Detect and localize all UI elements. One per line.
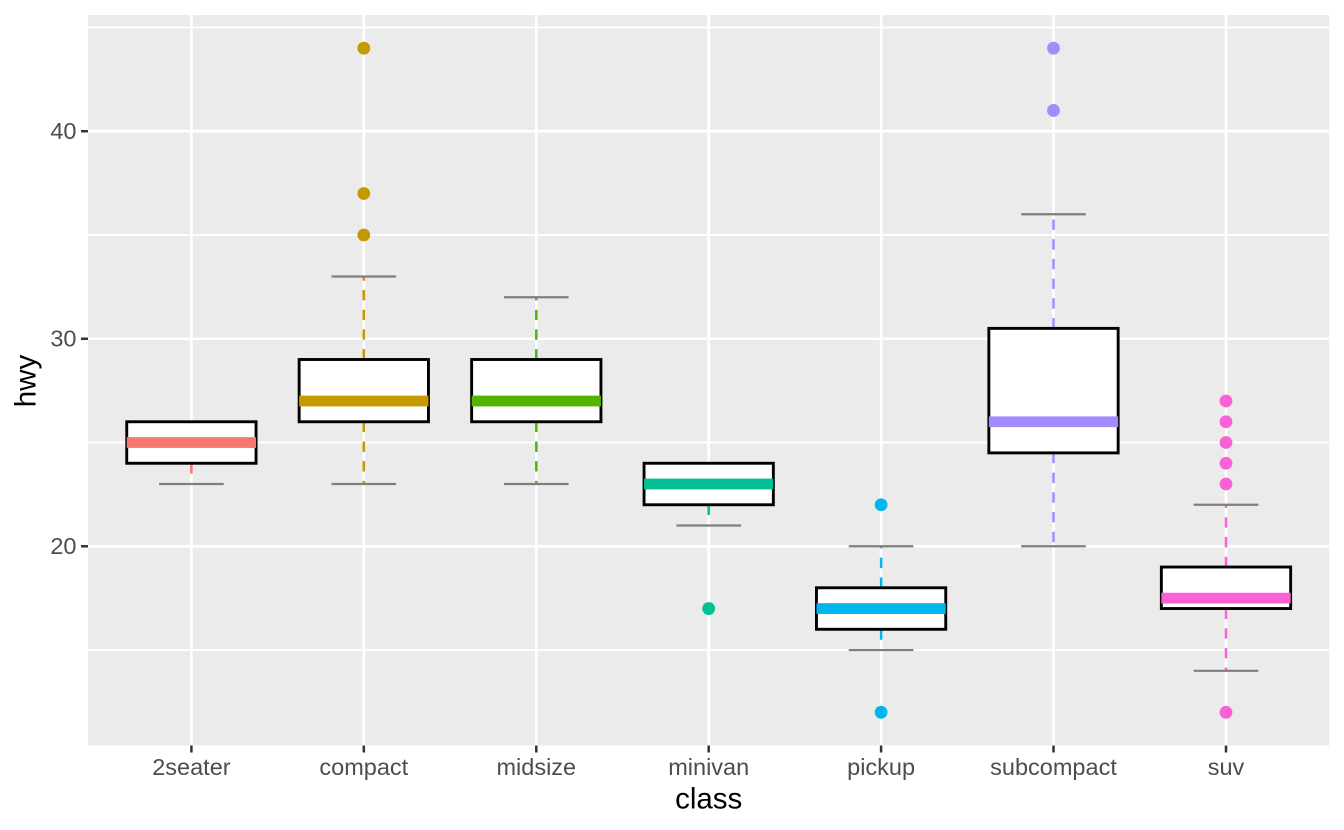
svg-text:30: 30 [50, 326, 76, 352]
svg-text:20: 20 [50, 533, 76, 559]
svg-text:midsize: midsize [496, 754, 576, 780]
svg-text:class: class [675, 783, 742, 816]
svg-text:2seater: 2seater [152, 754, 231, 780]
svg-text:subcompact: subcompact [990, 754, 1117, 780]
svg-text:suv: suv [1208, 754, 1245, 780]
svg-text:hwy: hwy [10, 355, 43, 408]
svg-text:minivan: minivan [668, 754, 749, 780]
svg-text:pickup: pickup [847, 754, 915, 780]
svg-text:compact: compact [319, 754, 408, 780]
svg-text:40: 40 [50, 118, 76, 144]
